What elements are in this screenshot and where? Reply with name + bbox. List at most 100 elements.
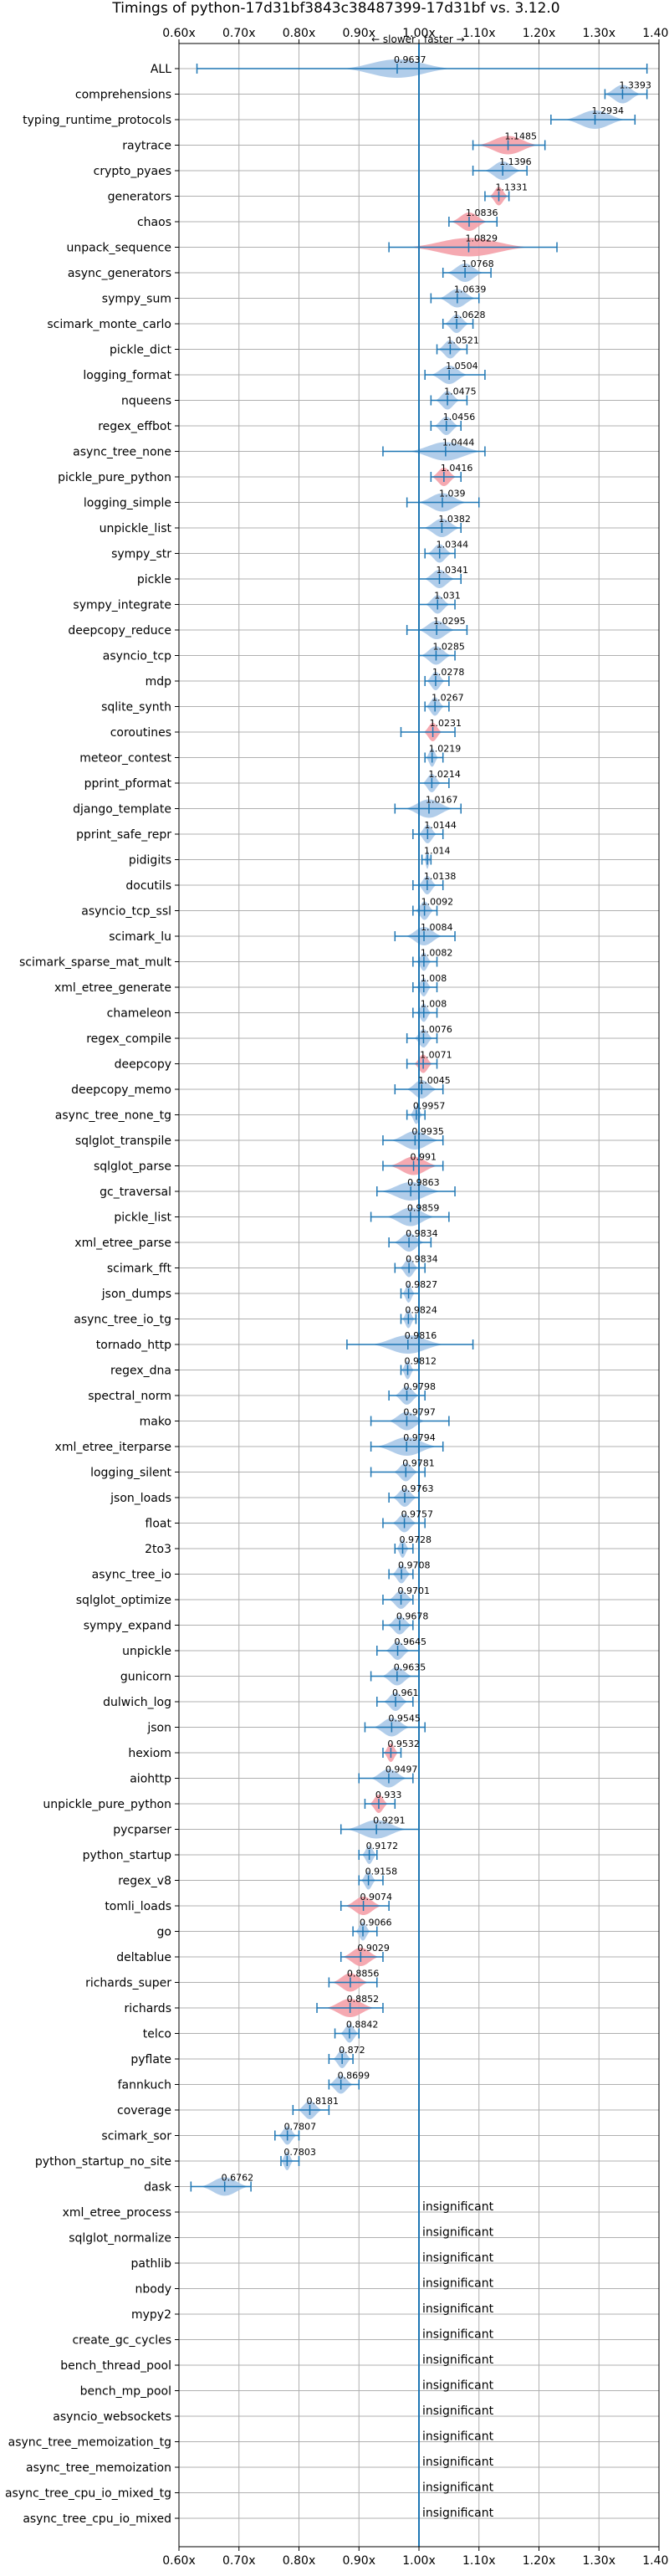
mean-value-label: 0.9763 [401,1483,434,1494]
mean-value-label: 0.9029 [357,1943,390,1954]
benchmark-label: asyncio_websockets [53,2410,171,2424]
benchmark-label: pycparser [113,1824,171,1837]
benchmark-label: scimark_sor [101,2130,171,2143]
mean-value-label: 0.8856 [347,1969,380,1979]
mean-value-label: 1.0071 [420,1050,452,1061]
benchmark-label: deepcopy_memo [71,1083,171,1097]
plot-frame [178,43,660,2548]
benchmark-label: spectral_norm [88,1390,171,1403]
mean-value-label: 1.0214 [428,769,461,780]
benchmark-label: sqlglot_optimize [76,1594,171,1607]
benchmark-label: logging_simple [84,497,171,510]
benchmark-label: async_generators [68,267,171,280]
mean-value-label: 0.9074 [360,1892,393,1903]
benchmark-label: bench_mp_pool [80,2385,171,2399]
benchmark-label: regex_compile [86,1032,171,1046]
benchmark-label: pathlib [131,2257,172,2271]
mean-value-label: 1.0768 [462,259,494,269]
mean-value-label: 0.8852 [347,1994,380,2005]
mean-value-label: 0.9545 [388,1713,421,1724]
benchmark-label: unpack_sequence [67,242,171,255]
x-tick-label-bottom: 1.00x [402,2554,435,2568]
benchmark-label: deepcopy_reduce [68,624,171,638]
mean-value-label: 1.0628 [453,310,486,320]
benchmark-label: hexiom [128,1747,171,1760]
benchmark-label: asyncio_tcp_ssl [81,905,171,919]
insignificant-label: insignificant [422,2328,494,2342]
benchmark-label: sqlite_synth [101,701,171,714]
mean-value-label: 1.1396 [499,156,532,167]
benchmark-label: deepcopy [115,1058,171,1072]
insignificant-label: insignificant [422,2277,494,2291]
benchmark-label: python_startup_no_site [35,2155,171,2169]
benchmark-label: mypy2 [131,2308,171,2322]
insignificant-label: insignificant [422,2430,494,2444]
benchmark-label: tornado_http [96,1339,171,1352]
benchmark-label: sympy_str [111,548,171,561]
insignificant-label: insignificant [422,2481,494,2495]
mean-value-label: 1.0836 [466,207,498,218]
benchmark-label: float [146,1518,172,1531]
x-tick-label-top: 1.00x [402,27,435,40]
mean-value-label: 0.9834 [406,1228,437,1239]
mean-value-label: 0.9497 [386,1764,418,1775]
mean-value-label: 1.3393 [619,80,651,91]
benchmark-label: gunicorn [120,1671,171,1684]
benchmark-label: pyflate [130,2053,171,2066]
mean-value-label: 0.8181 [306,2096,339,2107]
mean-value-label: 0.9708 [398,1560,431,1571]
benchmark-label: async_tree_memoization_tg [8,2436,171,2450]
insignificant-label: insignificant [422,2456,494,2469]
benchmark-label: scimark_fft [107,1262,172,1276]
benchmark-label: sqlglot_transpile [75,1134,171,1148]
benchmark-label: coroutines [110,726,171,740]
benchmark-label: pidigits [129,854,171,868]
benchmark-label: meteor_contest [79,752,171,766]
x-tick-label-top: 1.40x [642,27,669,40]
benchmark-label: scimark_sparse_mat_mult [19,956,171,970]
benchmark-label: logging_silent [90,1467,171,1480]
x-tick-label-bottom: 1.40x [642,2554,669,2568]
mean-value-label: 0.9816 [405,1330,437,1341]
benchmark-label: pickle_pure_python [58,471,171,484]
mean-value-label: 1.0521 [447,335,479,346]
x-tick-label-top: 0.60x [162,27,195,40]
mean-value-label: 0.9066 [360,1918,392,1928]
mean-value-label: 1.0829 [465,233,498,244]
benchmark-label: bench_thread_pool [60,2359,171,2373]
mean-value-label: 0.8699 [338,2071,370,2082]
mean-value-label: 0.9781 [402,1458,435,1469]
benchmark-label: asyncio_tcp [103,650,171,663]
benchmark-label: sympy_expand [84,1620,171,1633]
benchmark-label: nqueens [121,395,171,408]
mean-value-label: 1.0219 [429,744,462,755]
mean-value-label: 1.0295 [433,616,466,627]
mean-value-label: 1.0285 [432,642,465,653]
mean-value-label: 0.9678 [396,1611,428,1622]
mean-value-label: 1.0267 [432,693,464,704]
benchmark-label: deltablue [116,1951,171,1964]
insignificant-label: insignificant [422,2200,494,2214]
insignificant-label: insignificant [422,2379,494,2393]
mean-value-label: 0.8842 [346,2020,379,2031]
benchmark-label: typing_runtime_protocols [23,114,171,127]
mean-value-label: 1.0138 [424,871,457,882]
benchmark-label: async_tree_cpu_io_mixed_tg [5,2487,171,2501]
benchmark-label: xml_etree_process [63,2206,171,2220]
x-tick-label-top: 1.10x [462,27,495,40]
mean-value-label: 0.9728 [399,1534,432,1545]
benchmark-label: gc_traversal [100,1186,171,1199]
benchmark-label: sympy_integrate [73,599,171,612]
mean-value-label: 0.9158 [365,1867,398,1877]
benchmark-label: nbody [135,2283,172,2297]
x-tick-label-bottom: 0.80x [283,2554,315,2568]
benchmark-label: unpickle [122,1645,171,1658]
insignificant-label: insignificant [422,2302,494,2316]
faster-direction-label: faster → [424,33,465,45]
mean-value-label: 1.008 [421,973,447,984]
mean-value-label: 1.0456 [443,412,476,423]
benchmark-label: dask [144,2181,172,2194]
insignificant-label: insignificant [422,2404,494,2418]
benchmark-label: 2to3 [145,1543,171,1556]
